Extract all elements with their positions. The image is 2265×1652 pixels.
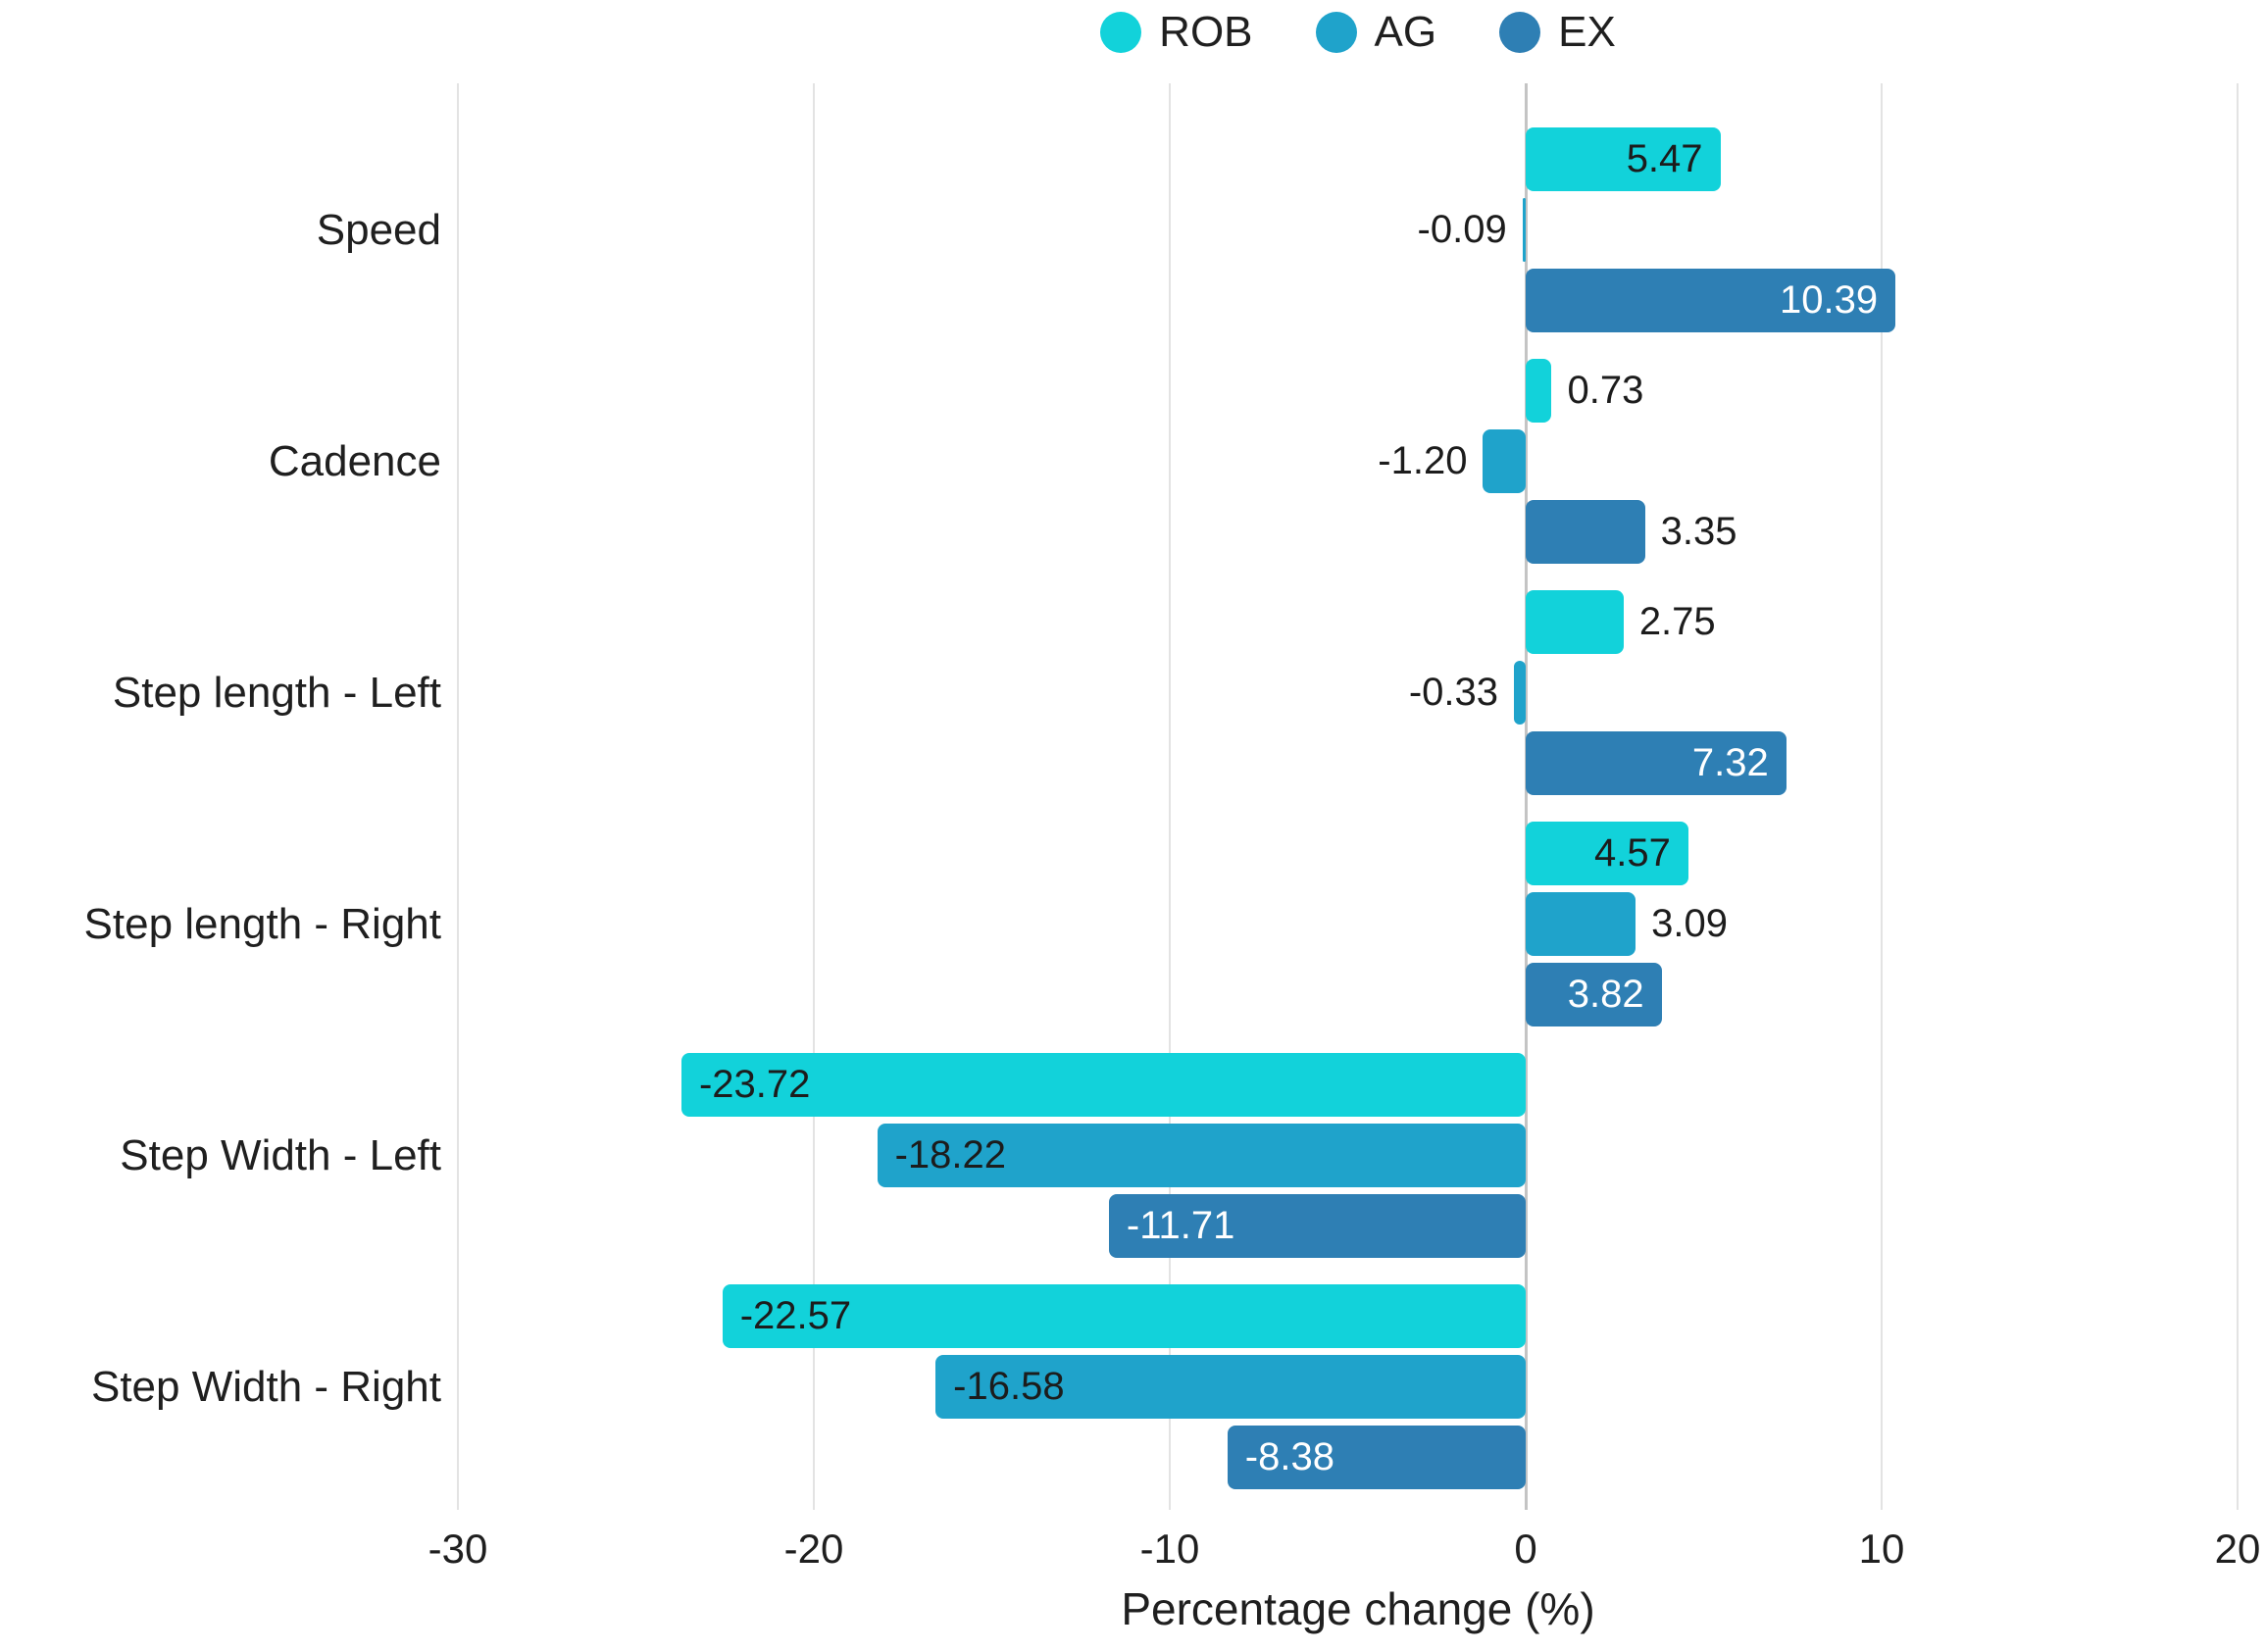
bar-ex-step-width-left: -11.71 bbox=[1108, 1194, 1526, 1258]
value-label-ex-step-width-left: -11.71 bbox=[1126, 1204, 1235, 1247]
bar-ex-step-length-left: 7.32 bbox=[1526, 731, 1787, 795]
bar-ag-step-width-left: -18.22 bbox=[877, 1124, 1526, 1187]
bar-ex-speed: 10.39 bbox=[1526, 269, 1896, 332]
category-label-step-length-left: Step length - Left bbox=[112, 668, 441, 717]
gridline-10 bbox=[1881, 83, 1883, 1510]
bar-ex-step-length-right: 3.82 bbox=[1526, 963, 1662, 1026]
x-tick-label-10: 10 bbox=[1858, 1526, 1905, 1572]
category-label-cadence: Cadence bbox=[268, 436, 441, 485]
x-tick-label-minus-10: -10 bbox=[1139, 1526, 1200, 1572]
value-label-ag-speed: -0.09 bbox=[1417, 208, 1507, 251]
value-label-ag-step-length-left: -0.33 bbox=[1408, 671, 1499, 714]
legend-label-ag: AG bbox=[1374, 8, 1437, 56]
bar-ag-step-length-left bbox=[1514, 661, 1526, 725]
legend-label-ex: EX bbox=[1558, 8, 1616, 56]
bar-ex-step-width-right: -8.38 bbox=[1227, 1426, 1526, 1489]
legend-dot-rob-icon bbox=[1100, 12, 1142, 53]
value-label-rob-step-length-left: 2.75 bbox=[1638, 600, 1716, 643]
bar-ag-step-length-right bbox=[1526, 892, 1636, 956]
bar-rob-speed: 5.47 bbox=[1526, 127, 1721, 191]
x-tick-label-0: 0 bbox=[1514, 1526, 1537, 1572]
gridline-minus-10 bbox=[1169, 83, 1171, 1510]
legend-dot-ex-icon bbox=[1499, 12, 1541, 53]
bar-rob-step-width-right: -22.57 bbox=[722, 1284, 1526, 1348]
value-label-rob-step-width-right: -22.57 bbox=[739, 1294, 852, 1337]
value-label-rob-step-length-right: 4.57 bbox=[1594, 831, 1671, 875]
gridline-minus-20 bbox=[813, 83, 815, 1510]
value-label-ex-step-length-left: 7.32 bbox=[1691, 741, 1769, 784]
value-label-rob-step-width-left: -23.72 bbox=[698, 1063, 811, 1106]
x-axis-title: Percentage change (%) bbox=[1121, 1583, 1595, 1634]
bar-rob-step-length-left bbox=[1526, 590, 1624, 654]
gridline-20 bbox=[2237, 83, 2239, 1510]
legend-item-rob: ROB bbox=[1100, 8, 1253, 57]
value-label-ex-cadence: 3.35 bbox=[1660, 510, 1737, 553]
legend-dot-ag-icon bbox=[1315, 12, 1357, 53]
x-tick-label-minus-30: -30 bbox=[428, 1526, 488, 1572]
x-tick-label-minus-20: -20 bbox=[783, 1526, 844, 1572]
bar-ag-speed bbox=[1522, 198, 1526, 262]
value-label-rob-speed: 5.47 bbox=[1626, 137, 1703, 180]
category-label-speed: Speed bbox=[316, 205, 441, 254]
bar-ex-cadence bbox=[1526, 500, 1645, 564]
bar-rob-cadence bbox=[1526, 359, 1552, 423]
bar-ag-step-width-right: -16.58 bbox=[935, 1355, 1526, 1419]
category-label-step-width-left: Step Width - Left bbox=[120, 1130, 441, 1179]
category-label-step-length-right: Step length - Right bbox=[83, 899, 441, 948]
legend-label-rob: ROB bbox=[1159, 8, 1253, 56]
legend-item-ex: EX bbox=[1499, 8, 1616, 57]
category-label-step-width-right: Step Width - Right bbox=[90, 1362, 441, 1411]
value-label-ag-step-length-right: 3.09 bbox=[1651, 902, 1729, 945]
value-label-rob-cadence: 0.73 bbox=[1567, 369, 1644, 412]
x-tick-label-20: 20 bbox=[2214, 1526, 2261, 1572]
bar-ag-cadence bbox=[1483, 429, 1526, 493]
legend: ROB AG EX bbox=[451, 8, 2265, 57]
bar-rob-step-length-right: 4.57 bbox=[1526, 822, 1688, 885]
bar-rob-step-width-left: -23.72 bbox=[680, 1053, 1526, 1117]
value-label-ag-cadence: -1.20 bbox=[1378, 439, 1468, 482]
gridline-0 bbox=[1524, 83, 1528, 1510]
value-label-ag-step-width-right: -16.58 bbox=[953, 1365, 1065, 1408]
legend-item-ag: AG bbox=[1315, 8, 1437, 57]
value-label-ex-step-width-right: -8.38 bbox=[1244, 1435, 1334, 1478]
gridline-minus-30 bbox=[457, 83, 459, 1510]
value-label-ex-speed: 10.39 bbox=[1780, 278, 1879, 322]
value-label-ag-step-width-left: -18.22 bbox=[894, 1133, 1007, 1176]
value-label-ex-step-length-right: 3.82 bbox=[1567, 973, 1644, 1016]
